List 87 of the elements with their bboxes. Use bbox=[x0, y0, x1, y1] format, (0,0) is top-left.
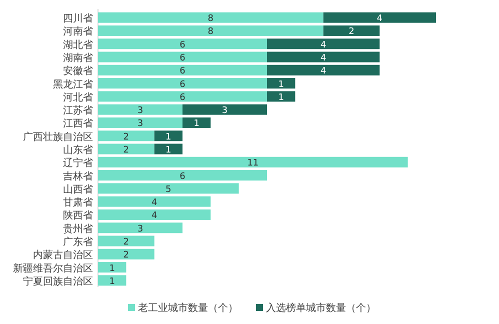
data-label: 2 bbox=[348, 27, 354, 38]
bar bbox=[98, 64, 267, 76]
data-label: 6 bbox=[180, 172, 186, 182]
bar bbox=[98, 236, 154, 246]
data-label: 6 bbox=[180, 54, 186, 64]
data-label: 1 bbox=[109, 264, 115, 274]
y-tick-label: 山西省 bbox=[63, 183, 93, 196]
y-tick-label: 新疆维吾尔自治区 bbox=[13, 262, 93, 274]
data-label: 2 bbox=[123, 132, 130, 142]
data-label: 6 bbox=[180, 92, 186, 103]
data-label: 8 bbox=[208, 27, 214, 38]
data-label: 4 bbox=[320, 40, 326, 50]
bar bbox=[98, 52, 267, 62]
bar bbox=[267, 64, 380, 76]
y-tick-label: 吉林省 bbox=[63, 170, 93, 182]
y-tick-label: 甘肃省 bbox=[63, 196, 93, 209]
bar bbox=[98, 262, 126, 273]
data-label: 6 bbox=[180, 40, 186, 50]
bar bbox=[98, 78, 267, 89]
bar bbox=[98, 130, 154, 142]
data-label: 4 bbox=[320, 54, 326, 64]
y-tick-label: 四川省 bbox=[63, 12, 93, 25]
y-tick-label: 宁夏回族自治区 bbox=[23, 275, 93, 288]
y-tick-label: 山东省 bbox=[63, 144, 93, 156]
data-label: 3 bbox=[137, 106, 144, 116]
data-label: 4 bbox=[376, 14, 383, 24]
y-tick-label: 安徽省 bbox=[63, 65, 93, 78]
bar bbox=[98, 222, 182, 234]
legend-label: 老工业城市数量（个） bbox=[138, 302, 238, 314]
bar bbox=[98, 209, 211, 220]
data-label: 1 bbox=[278, 80, 284, 90]
bar bbox=[98, 38, 267, 50]
data-label: 2 bbox=[123, 238, 130, 248]
data-label: 11 bbox=[247, 158, 259, 169]
data-label: 2 bbox=[123, 146, 130, 156]
bar bbox=[98, 25, 324, 36]
y-tick-label: 贵州省 bbox=[63, 222, 93, 235]
bar bbox=[98, 12, 324, 23]
data-label: 3 bbox=[137, 119, 144, 130]
bar bbox=[98, 196, 211, 207]
y-tick-label: 广东省 bbox=[63, 236, 93, 248]
bar bbox=[98, 104, 182, 115]
y-tick-label: 河南省 bbox=[63, 26, 93, 38]
data-label: 4 bbox=[151, 198, 158, 208]
data-label: 4 bbox=[151, 211, 158, 222]
bar bbox=[267, 91, 296, 102]
y-tick-label: 广西壮族自治区 bbox=[23, 130, 93, 143]
bar bbox=[323, 12, 436, 23]
data-label: 2 bbox=[123, 250, 130, 261]
y-tick-label: 江苏省 bbox=[63, 104, 93, 117]
data-label: 1 bbox=[194, 119, 200, 130]
y-tick-label: 陕西省 bbox=[63, 210, 93, 222]
bar bbox=[323, 25, 380, 36]
y-tick-label: 湖南省 bbox=[63, 52, 93, 64]
y-tick-label: 辽宁省 bbox=[63, 157, 93, 170]
bar bbox=[98, 144, 154, 154]
bar bbox=[267, 52, 380, 62]
data-label: 6 bbox=[180, 66, 186, 77]
bar bbox=[98, 248, 154, 260]
y-tick-label: 河北省 bbox=[63, 91, 93, 104]
bar bbox=[98, 275, 126, 286]
data-label: 1 bbox=[109, 276, 115, 287]
data-label: 3 bbox=[137, 224, 144, 234]
bar bbox=[98, 156, 408, 168]
bar bbox=[267, 78, 296, 89]
bar bbox=[154, 144, 182, 154]
bar bbox=[267, 38, 380, 50]
bar bbox=[98, 117, 182, 128]
bar bbox=[182, 104, 267, 115]
bar bbox=[182, 117, 211, 128]
y-tick-label: 湖北省 bbox=[63, 38, 93, 51]
legend-label: 入选榜单城市数量（个） bbox=[266, 302, 376, 314]
data-label: 1 bbox=[166, 132, 172, 142]
data-label: 8 bbox=[208, 14, 214, 24]
data-label: 1 bbox=[166, 146, 172, 156]
y-tick-label: 黑龙江省 bbox=[53, 78, 93, 90]
data-label: 4 bbox=[320, 66, 326, 77]
data-label: 3 bbox=[222, 106, 228, 116]
y-tick-label: 内蒙古自治区 bbox=[33, 249, 93, 262]
y-tick-label: 江西省 bbox=[63, 118, 93, 130]
bar bbox=[98, 183, 239, 194]
data-label: 6 bbox=[180, 80, 186, 90]
bar bbox=[98, 170, 267, 181]
data-label: 5 bbox=[166, 184, 172, 195]
data-label: 1 bbox=[278, 92, 284, 103]
bar bbox=[98, 91, 267, 102]
bar bbox=[154, 130, 182, 142]
